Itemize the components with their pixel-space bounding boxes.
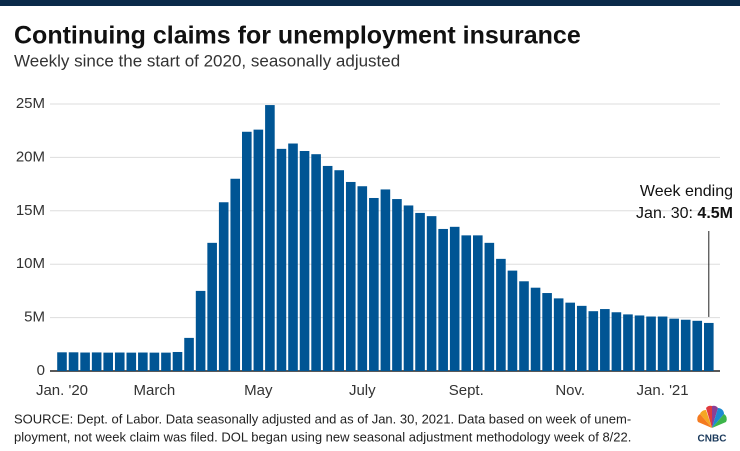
bar xyxy=(680,319,691,371)
bar xyxy=(438,228,448,371)
chart-subtitle: Weekly since the start of 2020, seasonal… xyxy=(14,51,400,70)
source-line: SOURCE: Dept. of Labor. Data seasonally … xyxy=(14,411,631,426)
annotation-text: Jan. 30: 4.5M xyxy=(636,205,733,222)
bar xyxy=(657,316,668,371)
chart-title: Continuing claims for unemployment insur… xyxy=(14,22,581,50)
bar xyxy=(565,302,575,371)
bar xyxy=(461,235,472,371)
bar xyxy=(334,170,344,371)
x-tick-label: Jan. '21 xyxy=(637,382,689,399)
bar xyxy=(311,154,321,371)
bar xyxy=(357,186,368,371)
bar xyxy=(114,352,125,371)
bar xyxy=(345,181,356,371)
bar xyxy=(207,242,217,371)
bar xyxy=(322,165,333,371)
bar xyxy=(530,287,541,371)
bar xyxy=(496,258,506,371)
bar xyxy=(611,312,622,371)
bar xyxy=(646,316,656,371)
bar xyxy=(184,337,194,371)
bar xyxy=(172,351,183,371)
x-tick-label: March xyxy=(134,382,176,399)
bar xyxy=(600,309,610,371)
bar xyxy=(149,352,160,371)
x-tick-label: May xyxy=(244,382,273,399)
bar xyxy=(138,352,148,371)
bar xyxy=(576,305,587,371)
bar xyxy=(288,143,298,371)
bar xyxy=(542,293,552,371)
x-tick-label: July xyxy=(349,382,376,399)
bar xyxy=(103,352,113,371)
y-tick-label: 5M xyxy=(24,309,45,326)
top-bar xyxy=(0,0,740,6)
bar xyxy=(57,352,67,371)
bar xyxy=(553,298,564,371)
bar xyxy=(380,189,391,371)
bar xyxy=(218,202,229,371)
annotation-date: Jan. 30: xyxy=(636,205,697,222)
bar xyxy=(68,352,79,371)
bar xyxy=(91,352,102,371)
bar xyxy=(588,311,599,371)
y-tick-label: 15M xyxy=(16,202,45,219)
bar xyxy=(80,352,90,371)
bar xyxy=(276,148,287,371)
x-tick-label: Nov. xyxy=(555,382,585,399)
bar xyxy=(403,205,414,371)
bar xyxy=(126,352,137,371)
y-tick-label: 10M xyxy=(16,255,45,272)
bar xyxy=(369,197,379,371)
bar xyxy=(519,281,529,371)
logo-text: CNBC xyxy=(698,434,727,445)
source-line: ployment, not week claim was filed. DOL … xyxy=(14,429,631,444)
bar xyxy=(392,199,402,371)
bar xyxy=(634,315,645,371)
bar xyxy=(669,318,679,371)
y-tick-label: 25M xyxy=(16,95,45,112)
bar xyxy=(507,270,518,371)
annotation-value: 4.5M xyxy=(697,205,733,222)
logo xyxy=(697,405,727,428)
bar xyxy=(195,290,206,371)
bar xyxy=(692,320,703,371)
bar xyxy=(265,105,275,372)
bar xyxy=(230,178,241,371)
bar xyxy=(704,322,714,371)
bar xyxy=(242,131,252,371)
bar xyxy=(484,242,495,371)
bar xyxy=(299,150,310,371)
bar xyxy=(161,352,171,371)
bar xyxy=(623,314,633,371)
annotation-text: Week ending xyxy=(640,183,733,200)
x-tick-label: Sept. xyxy=(449,382,484,399)
bar xyxy=(473,235,483,371)
y-tick-label: 0 xyxy=(37,362,45,379)
bar xyxy=(449,226,460,371)
y-tick-label: 20M xyxy=(16,148,45,165)
x-tick-label: Jan. '20 xyxy=(36,382,88,399)
bar xyxy=(253,129,264,371)
bar xyxy=(415,212,425,371)
bar xyxy=(426,216,437,371)
